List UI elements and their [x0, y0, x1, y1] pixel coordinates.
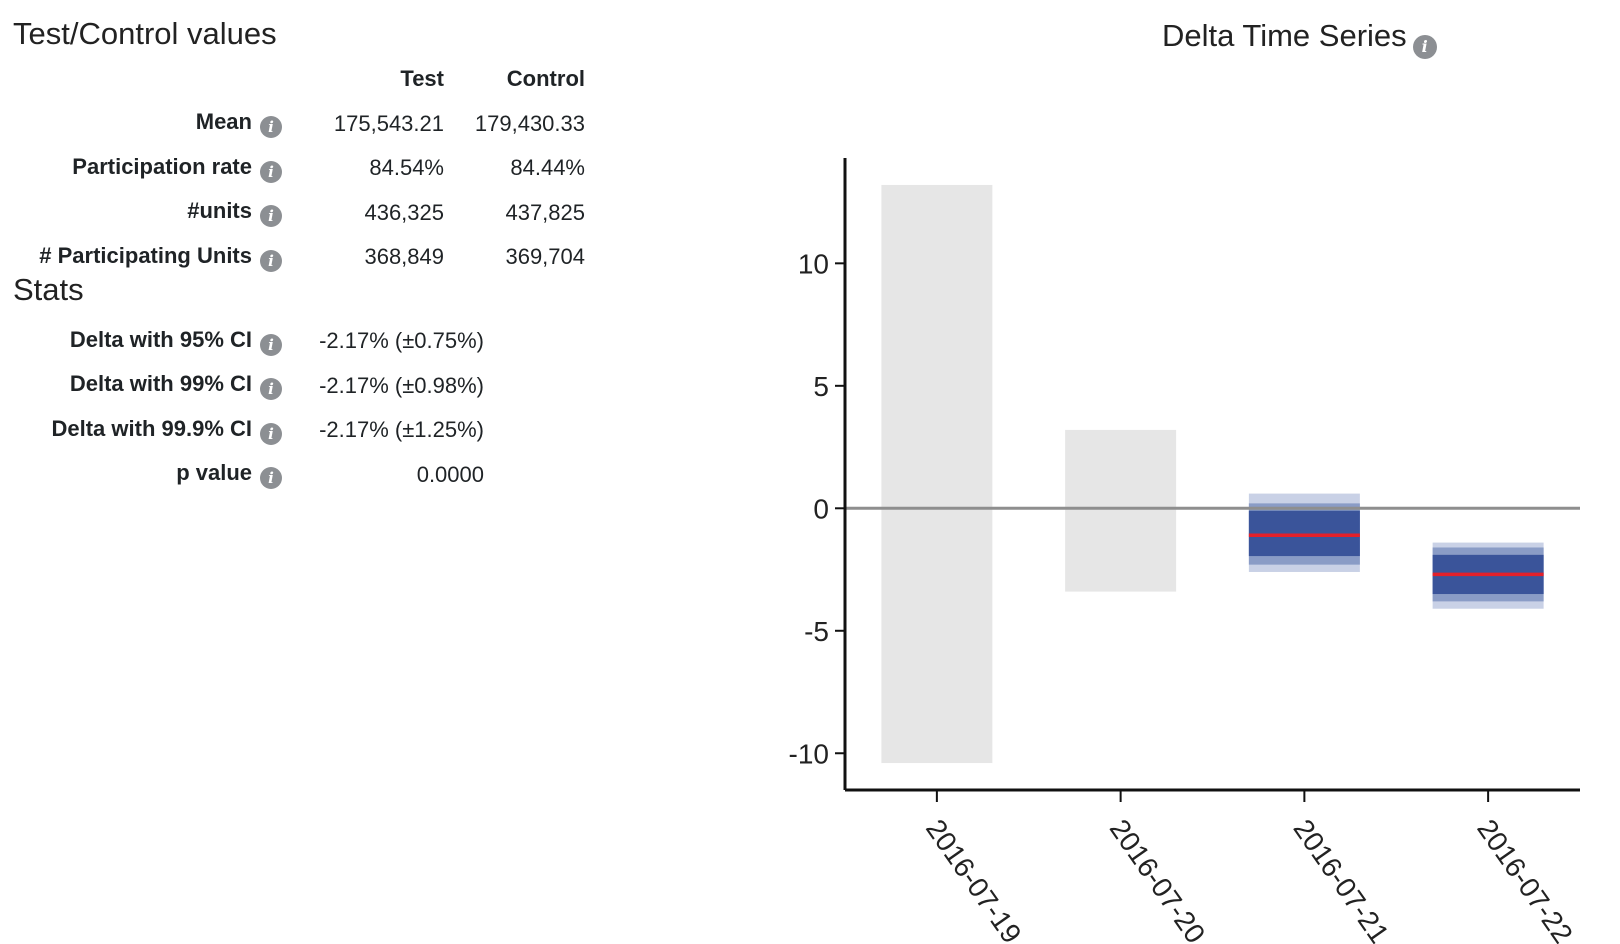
stats-row: Delta with 95% CI i -2.17% (±0.75%) [20, 319, 484, 364]
row-label-text: Mean [195, 109, 252, 135]
header-test: Test [400, 66, 444, 92]
stats-table: Delta with 95% CI i -2.17% (±0.75%) Delta w… [20, 319, 484, 497]
x-tick-label: 2016-07-20 [1104, 814, 1212, 944]
stats-row: p value i 0.0000 [20, 453, 484, 498]
test-value: 436,325 [364, 199, 444, 225]
test-control-table: Test Control Mean i 175,543.21 179,430.33 Pa… [20, 57, 585, 280]
table-row: Participation rate i 84.54% 84.44% [20, 146, 585, 191]
info-icon[interactable]: i [260, 422, 282, 445]
info-icon[interactable]: i [260, 160, 282, 183]
stat-value: -2.17% (±0.75%) [319, 328, 484, 354]
test-value: 175,543.21 [333, 110, 444, 136]
info-icon[interactable]: i [260, 378, 282, 401]
stat-label: p value i [20, 453, 296, 498]
table-row: #units i 436,325 437,825 [20, 191, 585, 236]
stat-label: Delta with 99.9% CI i [20, 408, 296, 453]
ci-95-bar [1248, 510, 1360, 557]
x-tick-label: 2016-07-21 [1287, 814, 1395, 944]
stats-row: Delta with 99.9% CI i -2.17% (±1.25%) [20, 408, 484, 453]
range-bar [1065, 429, 1177, 592]
chart-title: Delta Time Series i [1162, 18, 1437, 59]
y-tick-label: -5 [804, 616, 829, 647]
stat-label: Delta with 99% CI i [20, 364, 296, 409]
info-icon[interactable]: i [260, 467, 282, 490]
row-label-text: #units [187, 198, 252, 224]
control-value: 437,825 [505, 199, 585, 225]
table-header-row: Test Control [20, 57, 585, 102]
row-label-text: Participation rate [72, 153, 252, 179]
range-bar [881, 184, 993, 764]
info-icon[interactable]: i [1412, 35, 1437, 59]
info-icon[interactable]: i [260, 333, 282, 356]
stat-label-text: Delta with 95% CI [69, 326, 252, 352]
stat-value: -2.17% (±0.98%) [319, 372, 484, 398]
y-tick-label: 10 [798, 248, 829, 279]
stat-value: 0.0000 [416, 461, 484, 487]
stats-title: Stats [13, 272, 84, 307]
y-tick-label: 0 [813, 493, 829, 524]
stats-panel: Test/Control values Test Control Mean i 17… [0, 0, 640, 944]
row-label: # Participating Units i [20, 235, 296, 280]
stat-value: -2.17% (±1.25%) [319, 417, 484, 443]
stat-label-text: Delta with 99% CI [69, 371, 252, 397]
row-label: Participation rate i [20, 146, 296, 191]
stat-label-text: Delta with 99.9% CI [51, 415, 252, 441]
stats-row: Delta with 99% CI i -2.17% (±0.98%) [20, 364, 484, 409]
chart-title-text: Delta Time Series [1162, 18, 1407, 53]
stat-label-text: p value [176, 460, 252, 486]
y-tick-label: -10 [789, 738, 829, 769]
header-control: Control [506, 66, 585, 92]
table-row: # Participating Units i 368,849 369,704 [20, 235, 585, 280]
stat-label: Delta with 95% CI i [20, 319, 296, 364]
test-value: 368,849 [364, 244, 444, 270]
info-icon[interactable]: i [260, 116, 282, 139]
row-label: Mean i [20, 102, 296, 147]
test-value: 84.54% [369, 155, 444, 181]
row-label-text: # Participating Units [39, 242, 252, 268]
info-icon[interactable]: i [260, 249, 282, 272]
control-value: 179,430.33 [474, 110, 585, 136]
control-value: 369,704 [505, 244, 585, 270]
x-tick-label: 2016-07-22 [1471, 814, 1579, 944]
control-value: 84.44% [510, 155, 585, 181]
table-row: Mean i 175,543.21 179,430.33 [20, 102, 585, 147]
x-tick-label: 2016-07-19 [920, 814, 1028, 944]
y-tick-label: 5 [813, 371, 829, 402]
row-label: #units i [20, 191, 296, 236]
info-icon[interactable]: i [260, 205, 282, 228]
test-control-title: Test/Control values [13, 16, 277, 51]
